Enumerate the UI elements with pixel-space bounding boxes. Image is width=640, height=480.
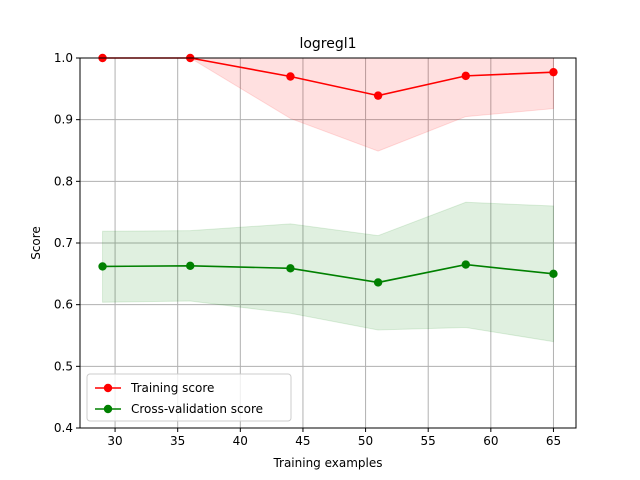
training-score-point [461, 71, 470, 81]
chart-title: logregl1 [299, 36, 356, 52]
training-score-point [286, 72, 295, 81]
cross-validation-score-point [461, 260, 470, 269]
legend-cross-validation-score-label: Cross-validation score [131, 402, 263, 416]
cross-validation-score-point [549, 269, 558, 279]
series-markers [98, 53, 558, 287]
cross-validation-score-band [102, 201, 554, 343]
x-axis-label: Training examples [272, 456, 382, 470]
y-tick-label: 0.6 [54, 298, 73, 312]
y-tick-label: 1.0 [54, 51, 73, 65]
x-tick-label: 65 [546, 434, 561, 448]
cross-validation-score-line [102, 263, 554, 284]
y-tick-label: 0.8 [54, 174, 73, 188]
y-tick-label: 0.5 [54, 359, 73, 373]
legend-cross-validation-score-marker [103, 404, 113, 414]
x-tick-label: 50 [358, 434, 373, 448]
legend-training-score-label: Training score [130, 381, 214, 395]
legend-box [86, 373, 292, 422]
y-axis-ticks: 0.4 0.5 0.6 0.7 0.8 0.9 1.0 [54, 51, 80, 435]
legend-training-score-marker [103, 383, 113, 393]
training-score-point [549, 67, 558, 77]
y-tick-label: 0.7 [54, 236, 73, 250]
x-axis-ticks: 30 35 40 45 50 55 60 65 [107, 428, 561, 448]
x-tick-label: 40 [233, 434, 248, 448]
legend: Training score Cross-validation score [86, 373, 292, 422]
cross-validation-score-point [186, 261, 195, 271]
x-tick-label: 35 [170, 434, 185, 448]
training-score-point [373, 91, 383, 100]
cross-validation-score-point [286, 264, 295, 273]
x-tick-label: 45 [295, 434, 310, 448]
y-tick-label: 0.4 [54, 421, 73, 435]
cross-validation-score-point [373, 278, 383, 287]
cross-validation-score-point [98, 262, 107, 271]
x-tick-label: 55 [421, 434, 436, 448]
y-tick-label: 0.9 [54, 113, 73, 127]
y-axis-label: Score [29, 226, 43, 260]
x-tick-label: 30 [107, 434, 122, 448]
x-tick-label: 60 [483, 434, 498, 448]
